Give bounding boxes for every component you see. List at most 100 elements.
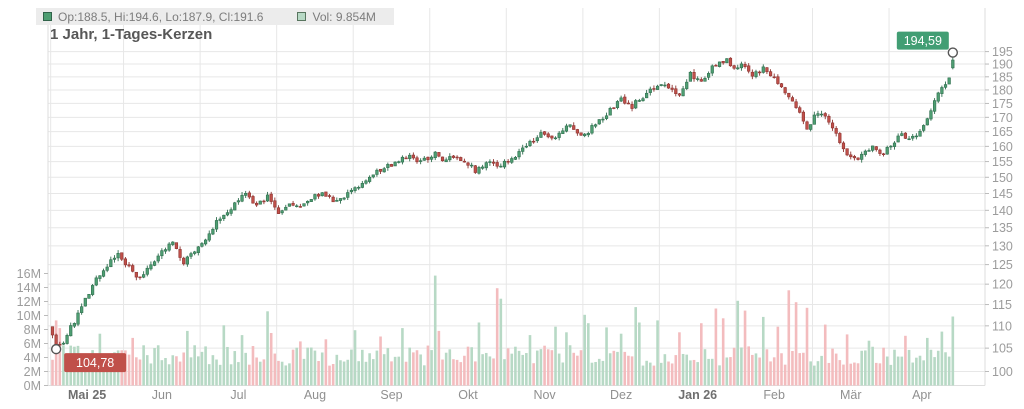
candle[interactable] — [240, 194, 244, 202]
volume-bar[interactable] — [408, 347, 412, 386]
volume-bar[interactable] — [328, 365, 331, 386]
candle[interactable] — [688, 71, 692, 82]
candle[interactable] — [309, 199, 313, 202]
candle[interactable] — [801, 111, 805, 122]
candle[interactable] — [72, 323, 76, 327]
candle[interactable] — [809, 124, 813, 130]
candle[interactable] — [645, 92, 649, 99]
volume-bar[interactable] — [484, 352, 488, 386]
candle[interactable] — [703, 77, 707, 82]
volume-bar[interactable] — [211, 355, 215, 386]
candle[interactable] — [76, 312, 80, 325]
volume-bar[interactable] — [477, 322, 481, 386]
volume-bar[interactable] — [419, 354, 422, 386]
last-price-marker[interactable] — [947, 47, 959, 58]
volume-bar[interactable] — [718, 365, 721, 386]
volume-bar[interactable] — [776, 326, 780, 386]
volume-bar[interactable] — [853, 362, 856, 386]
candle[interactable] — [860, 153, 864, 160]
volume-bar[interactable] — [856, 363, 860, 386]
candle[interactable] — [189, 253, 193, 257]
candle[interactable] — [65, 335, 69, 344]
candle[interactable] — [470, 164, 474, 167]
candle[interactable] — [725, 58, 729, 64]
volume-bar[interactable] — [907, 349, 911, 386]
candle[interactable] — [182, 257, 186, 265]
volume-bar[interactable] — [470, 347, 473, 386]
candle[interactable] — [320, 192, 324, 197]
candle[interactable] — [499, 165, 503, 168]
candle[interactable] — [838, 133, 842, 143]
candle[interactable] — [459, 157, 463, 161]
candle[interactable] — [932, 100, 937, 112]
candle[interactable] — [477, 167, 481, 174]
volume-bar[interactable] — [62, 345, 65, 386]
candle[interactable] — [419, 160, 423, 162]
volume-bar[interactable] — [729, 357, 732, 386]
candle[interactable] — [116, 253, 120, 259]
volume-bar[interactable] — [685, 354, 689, 386]
candle[interactable] — [790, 97, 795, 102]
candle[interactable] — [145, 267, 149, 275]
volume-bar[interactable] — [320, 352, 324, 386]
volume-bar[interactable] — [543, 345, 546, 386]
candle[interactable] — [466, 162, 470, 166]
volume-bar[interactable] — [284, 365, 288, 386]
volume-bar[interactable] — [751, 354, 754, 386]
volume-bar[interactable] — [634, 307, 637, 386]
candle[interactable] — [371, 174, 375, 178]
candle[interactable] — [736, 67, 740, 70]
volume-bar[interactable] — [918, 355, 922, 386]
candle[interactable] — [922, 125, 926, 131]
candle[interactable] — [298, 206, 302, 208]
candle[interactable] — [856, 157, 860, 160]
volume-bar[interactable] — [160, 360, 164, 386]
volume-bar[interactable] — [772, 357, 776, 386]
candle[interactable] — [94, 277, 98, 286]
volume-bar[interactable] — [758, 357, 761, 386]
candle[interactable] — [473, 165, 477, 173]
volume-bar[interactable] — [805, 307, 809, 386]
candle[interactable] — [171, 241, 175, 245]
volume-bar[interactable] — [645, 360, 648, 386]
candle[interactable] — [542, 131, 547, 135]
candle[interactable] — [61, 342, 66, 345]
volume-bar[interactable] — [809, 361, 812, 386]
volume-bar[interactable] — [940, 331, 944, 386]
volume-bar[interactable] — [674, 355, 678, 386]
candle[interactable] — [805, 121, 809, 130]
candle[interactable] — [98, 275, 102, 279]
candle[interactable] — [626, 102, 631, 105]
candle[interactable] — [193, 251, 197, 254]
volume-bar[interactable] — [915, 357, 918, 386]
candle[interactable] — [491, 161, 496, 164]
volume-bar[interactable] — [233, 351, 237, 386]
candle[interactable] — [185, 256, 189, 265]
volume-bar[interactable] — [80, 362, 83, 386]
candle[interactable] — [218, 218, 222, 221]
candle[interactable] — [783, 87, 787, 94]
volume-bar[interactable] — [546, 349, 550, 386]
candle[interactable] — [138, 276, 142, 279]
candle[interactable] — [521, 147, 525, 152]
candle[interactable] — [386, 164, 390, 168]
volume-bar[interactable] — [335, 354, 339, 386]
candle[interactable] — [798, 107, 802, 113]
volume-bar[interactable] — [743, 310, 747, 386]
volume-bar[interactable] — [594, 361, 597, 386]
volume-bar[interactable] — [433, 275, 437, 386]
candle[interactable] — [90, 285, 95, 295]
volume-bar[interactable] — [514, 346, 517, 386]
candle[interactable] — [295, 205, 299, 207]
volume-bar[interactable] — [437, 330, 441, 386]
volume-bar[interactable] — [171, 355, 175, 386]
candle[interactable] — [291, 202, 295, 206]
candle[interactable] — [316, 194, 321, 197]
candle[interactable] — [827, 115, 831, 123]
volume-bar[interactable] — [692, 359, 696, 386]
candle[interactable] — [222, 214, 226, 219]
candle[interactable] — [327, 195, 332, 197]
candle[interactable] — [462, 160, 466, 163]
volume-bar[interactable] — [240, 335, 244, 386]
volume-bar[interactable] — [944, 352, 947, 386]
